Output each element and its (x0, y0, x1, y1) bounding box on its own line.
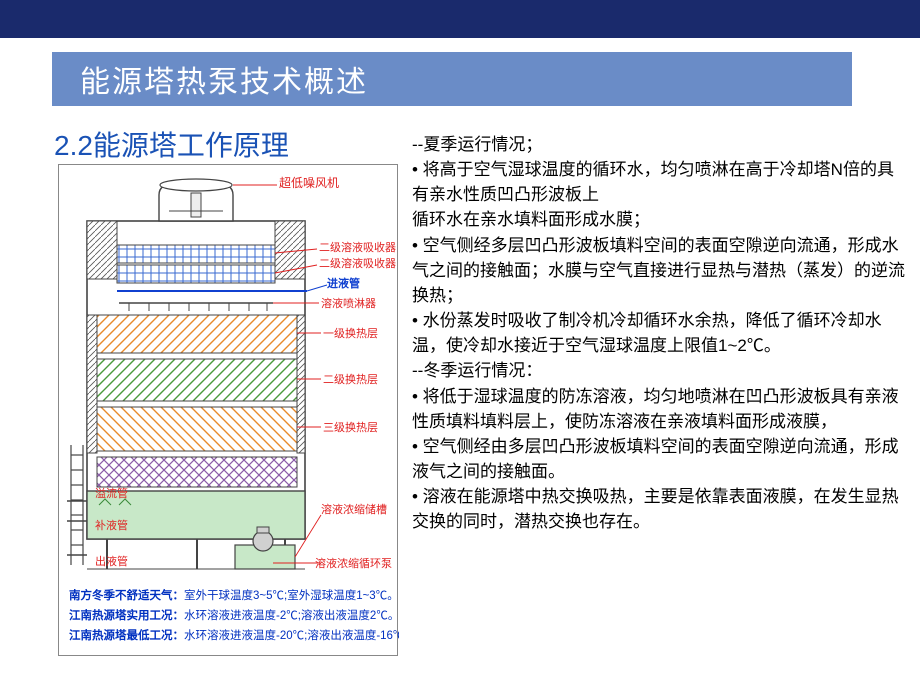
summer-p1b: 循环水在亲水填料面形成水膜； (412, 207, 906, 232)
svg-text:南方冬季不舒适天气：室外干球温度3~5℃;室外湿球温度1~3: 南方冬季不舒适天气：室外干球温度3~5℃;室外湿球温度1~3℃。 (69, 588, 399, 602)
page-title: 能源塔热泵技术概述 (80, 57, 368, 101)
title-bar: 能源塔热泵技术概述 (52, 52, 852, 106)
body-text: --夏季运行情况； • 将高于空气湿球温度的循环水，均匀喷淋在高于冷却塔N倍的具… (412, 132, 906, 535)
summer-p3: • 水份蒸发时吸收了制冷机冷却循环水余热，降低了循环冷却水温，使冷却水接近于空气… (412, 308, 906, 358)
lbl-tank: 溶液浓缩储槽 (321, 502, 387, 516)
tower-diagram: 超低噪风机 二级溶液吸收器 二级溶液吸收器 进液管 溶液喷淋器 一级换热层 二级… (58, 164, 398, 656)
lbl-abs2b: 二级溶液吸收器 (319, 256, 396, 270)
lbl-inlet: 进液管 (327, 276, 360, 290)
f3a: 江南热源塔最低工况： (69, 628, 184, 642)
winter-head: --冬季运行情况： (412, 358, 906, 383)
svg-text:江南热源塔实用工况：水环溶液进液温度-2℃;溶液出液温度2℃: 江南热源塔实用工况：水环溶液进液温度-2℃;溶液出液温度2℃。 (69, 608, 399, 622)
lbl-spray: 溶液喷淋器 (321, 296, 376, 310)
top-bar (0, 0, 920, 38)
svg-text:江南热源塔最低工况：水环溶液进液温度-20℃;溶液出液温度-: 江南热源塔最低工况：水环溶液进液温度-20℃;溶液出液温度-16℃。 (69, 628, 399, 642)
f1b: 室外干球温度3~5℃;室外湿球温度1~3℃。 (184, 588, 399, 602)
f2a: 江南热源塔实用工况： (69, 608, 184, 622)
winter-p3: • 溶液在能源塔中热交换吸热，主要是依靠表面液膜，在发生显热交换的同时，潜热交换… (412, 484, 906, 534)
lbl-overflow: 溢流管 (95, 486, 128, 500)
summer-p1: • 将高于空气湿球温度的循环水，均匀喷淋在高于冷却塔N倍的具有亲水性质凹凸形波板… (412, 157, 906, 207)
lbl-makeup: 补液管 (95, 518, 128, 532)
section-subtitle: 2.2能源塔工作原理 (54, 124, 289, 164)
summer-head: --夏季运行情况； (412, 132, 906, 157)
f3b: 水环溶液进液温度-20℃;溶液出液温度-16℃。 (184, 628, 399, 642)
lbl-outlet: 出液管 (95, 554, 128, 568)
lbl-hx2: 二级换热层 (323, 372, 378, 386)
lbl-fan: 超低噪风机 (279, 175, 339, 190)
lbl-abs2: 二级溶液吸收器 (319, 240, 396, 254)
summer-p2: • 空气侧经多层凹凸形波板填料空间的表面空隙逆向流通，形成水气之间的接触面；水膜… (412, 233, 906, 308)
winter-p2: • 空气侧经由多层凹凸形波板填料空间的表面空隙逆向流通，形成液气之间的接触面。 (412, 434, 906, 484)
lbl-hx1: 一级换热层 (323, 326, 378, 340)
f1a: 南方冬季不舒适天气： (69, 588, 184, 602)
lbl-pump: 溶液浓缩循环泵 (315, 556, 392, 570)
winter-p1: • 将低于湿球温度的防冻溶液，均匀地喷淋在凹凸形波板具有亲液性质填料填料层上，使… (412, 384, 906, 434)
lbl-hx3: 三级换热层 (323, 420, 378, 434)
f2b: 水环溶液进液温度-2℃;溶液出液温度2℃。 (184, 608, 399, 622)
